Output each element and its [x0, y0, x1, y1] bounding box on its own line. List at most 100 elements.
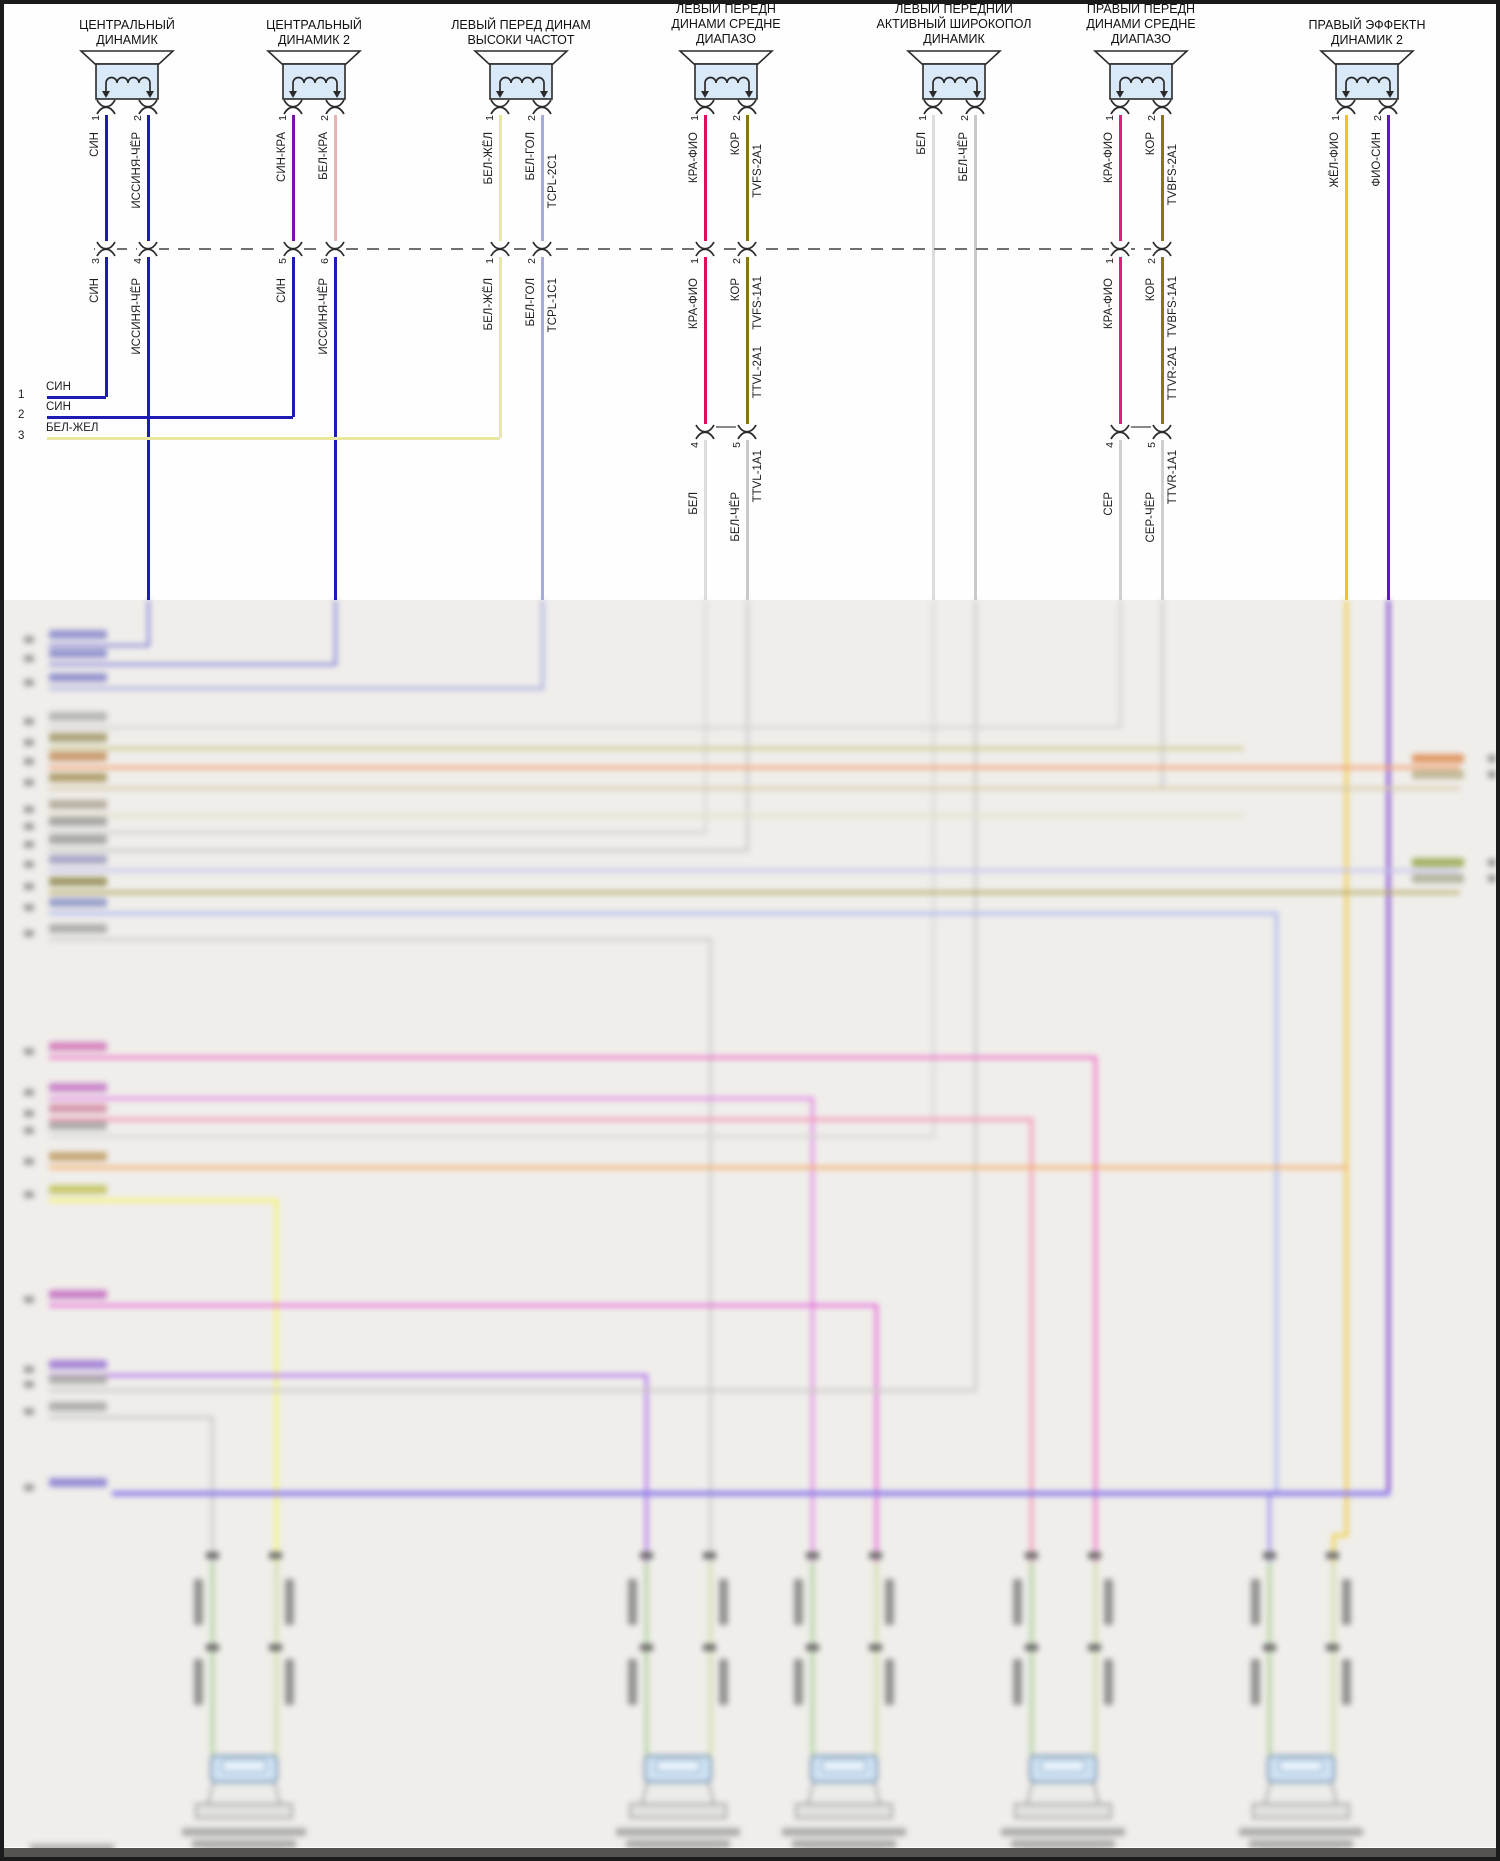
left-pin-number: 1 [18, 389, 25, 401]
inline-connector-clip-icon [137, 241, 159, 257]
speaker-symbol [678, 50, 774, 110]
pin-number: 2 [526, 115, 538, 121]
wire-label: ЖЁЛ-ФИО [1329, 132, 1341, 188]
wire-label: КОР [1145, 132, 1157, 156]
pin-number: 2 [731, 258, 743, 264]
left-pin-wire-label: БЕЛ-ЖЕЛ [46, 422, 99, 434]
wire-label: TTVR-1A1 [1167, 450, 1179, 505]
wire-label: КОР [1145, 278, 1157, 302]
wire-label: БЕЛ-КРА [318, 132, 330, 180]
speaker-symbol [906, 50, 1002, 110]
inline-connector-clip-icon [964, 99, 986, 115]
wire-segment [703, 438, 707, 600]
wire-segment [47, 436, 500, 440]
wire-label: TCPL-2C1 [547, 154, 559, 209]
wire-label: ИССИНЯ-ЧЁР [131, 132, 143, 209]
speaker-symbol [473, 50, 569, 110]
wire-label: БЕЛ-ГОЛ [525, 132, 537, 181]
inline-connector-clip-icon [95, 99, 117, 115]
pin-number: 1 [917, 115, 929, 121]
pin-number: 1 [1330, 115, 1342, 121]
wire-segment [1344, 109, 1348, 600]
pin-number: 1 [689, 258, 701, 264]
wire-segment [498, 256, 502, 438]
wire-label: БЕЛ-ЧЁР [958, 132, 970, 182]
speaker-symbol [1319, 50, 1415, 110]
bottom-border-strip [4, 1848, 1496, 1857]
pin-number: 2 [959, 115, 971, 121]
wire-label: БЕЛ-ГОЛ [525, 278, 537, 327]
wire-segment [745, 109, 749, 244]
wire-segment [1118, 438, 1122, 600]
inline-connector-clip-icon [282, 241, 304, 257]
wire-segment [703, 109, 707, 244]
pin-number: 2 [731, 115, 743, 121]
speaker-title: ПРАВЫЙ ЭФФЕКТН ДИНАМИК 2 [1308, 18, 1426, 47]
wire-label: TVBFS-2A1 [1167, 144, 1179, 206]
inline-connector-clip-icon [489, 241, 511, 257]
wire-label: ИССИНЯ-ЧЁР [318, 278, 330, 355]
inline-connector-clip-icon [1109, 424, 1131, 440]
inline-connector-clip-icon [1151, 424, 1173, 440]
wire-segment [104, 109, 108, 244]
wire-label: СИН-КРА [276, 132, 288, 182]
wire-label: БЕЛ-ЖЁЛ [483, 278, 495, 331]
inline-connector-clip-icon [531, 241, 553, 257]
wire-label: СИН [276, 278, 288, 303]
inline-connector-clip-icon [736, 99, 758, 115]
speaker-title: ПРАВЫЙ ПЕРЕДН ДИНАМИ СРЕДНЕ ДИАПАЗО [1086, 2, 1196, 46]
speaker-symbol [79, 50, 175, 110]
pin-number: 2 [1372, 115, 1384, 121]
wire-label: ИССИНЯ-ЧЁР [131, 278, 143, 355]
inline-connector-clip-icon [922, 99, 944, 115]
pin-number: 5 [1146, 442, 1158, 448]
pin-number: 1 [484, 115, 496, 121]
pin-number: 1 [1104, 258, 1116, 264]
wire-segment [146, 109, 150, 244]
wire-label: СИН [89, 278, 101, 303]
wire-segment [711, 426, 741, 428]
wire-segment [540, 256, 544, 600]
wire-label: TVBFS-1A1 [1167, 276, 1179, 338]
inline-connector-clip-icon [282, 99, 304, 115]
wire-segment [1386, 109, 1390, 600]
wire-label: ФИО-СИН [1371, 132, 1383, 187]
wire-segment [973, 109, 977, 600]
wire-label: БЕЛ-ЧЁР [730, 492, 742, 542]
inline-connector-clip-icon [736, 241, 758, 257]
pin-number: 2 [132, 115, 144, 121]
wire-segment [1118, 256, 1122, 426]
wire-label: TTVR-2A1 [1167, 346, 1179, 401]
pin-number: 4 [1104, 442, 1116, 448]
left-pin-number: 3 [18, 430, 25, 442]
wire-segment [333, 256, 337, 600]
wire-segment [540, 109, 544, 244]
wire-segment [498, 109, 502, 244]
inline-connector-clip-icon [1151, 241, 1173, 257]
wire-label: БЕЛ-ЖЁЛ [483, 132, 495, 185]
pin-number: 1 [90, 115, 102, 121]
connector-dashed-line [94, 248, 1169, 250]
wire-label: СЕР-ЧЁР [1145, 492, 1157, 543]
wire-segment [291, 109, 295, 244]
left-pin-wire-label: СИН [46, 381, 71, 393]
inline-connector-clip-icon [1335, 99, 1357, 115]
wire-label: БЕЛ [688, 492, 700, 515]
wire-segment [1126, 426, 1156, 428]
wire-segment [47, 415, 293, 419]
inline-connector-clip-icon [694, 99, 716, 115]
wire-label: КРА-ФИО [688, 278, 700, 330]
inline-connector-clip-icon [1151, 99, 1173, 115]
pin-number: 2 [1146, 115, 1158, 121]
left-pin-number: 2 [18, 409, 25, 421]
inline-connector-clip-icon [1109, 241, 1131, 257]
pin-number: 2 [526, 258, 538, 264]
pin-number: 1 [689, 115, 701, 121]
pin-number: 4 [689, 442, 701, 448]
speaker-title: ЛЕВЫЙ ПЕРЕДНИЙ АКТИВНЫЙ ШИРОКОПОЛ ДИНАМИ… [876, 2, 1032, 46]
pin-number: 5 [277, 258, 289, 264]
speaker-title: ЛЕВЫЙ ПЕРЕД ДИНАМ ВЫСОКИ ЧАСТОТ [451, 18, 591, 47]
wire-segment [333, 109, 337, 244]
inline-connector-clip-icon [531, 99, 553, 115]
